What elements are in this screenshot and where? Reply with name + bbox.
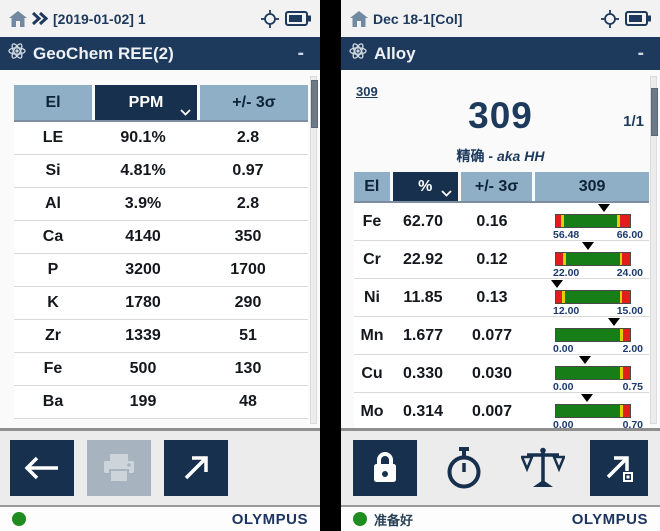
gps-crosshair-icon (260, 9, 280, 29)
left-toolbar (0, 428, 320, 505)
app-mode-icon (8, 42, 26, 65)
gauge-marker-icon (607, 317, 620, 326)
gauge-marker-icon (597, 203, 610, 212)
olympus-logo: OLYMPUS (231, 510, 308, 528)
page-title: GeoChem REE(2) (33, 43, 174, 63)
results-table: El PPM +/- 3σ LE 90.1% 2.8 Si 4.81% 0.97 Al 3… (14, 85, 308, 419)
range-gauge: 0.00 2.00 (528, 317, 643, 355)
scrollbar-track[interactable] (310, 76, 317, 424)
sort-chevron-icon (180, 109, 191, 116)
screen-divider (320, 0, 341, 531)
back-button[interactable] (10, 440, 74, 496)
sort-chevron-icon (441, 190, 452, 197)
stopwatch-icon (447, 447, 481, 489)
timer-button[interactable] (432, 440, 496, 496)
status-ready-dot (12, 512, 26, 526)
left-statusbar: OLYMPUS (0, 505, 320, 531)
range-gauge: 0.00 0.75 (528, 355, 643, 393)
gps-crosshair-icon (600, 9, 620, 29)
table-row: Ca 4140 350 (14, 221, 308, 254)
lock-icon (374, 452, 396, 482)
table-row: Ni 11.85 0.13 12.00 15.00 (354, 279, 649, 317)
range-gauge: 12.00 15.00 (528, 279, 643, 317)
col-header-sigma[interactable]: +/- 3σ (460, 172, 533, 201)
table-row: P 3200 1700 (14, 254, 308, 287)
weigh-button[interactable] (511, 440, 575, 496)
table-row: Zr 1339 51 (14, 320, 308, 353)
lock-button[interactable] (353, 440, 417, 496)
range-gauge: 56.48 66.00 (528, 203, 643, 241)
scrollbar-track[interactable] (650, 76, 657, 424)
home-icon[interactable] (350, 10, 368, 27)
alloy-table-header: El % +/- 3σ 309 (354, 172, 649, 203)
page-title: Alloy (374, 43, 416, 63)
gauge-marker-icon (580, 393, 593, 402)
table-row: Al 3.9% 2.8 (14, 188, 308, 221)
export-arrow-icon (184, 456, 208, 480)
table-row: Si 4.81% 0.97 (14, 155, 308, 188)
col-header-percent[interactable]: % (392, 172, 458, 201)
balance-scale-icon (521, 447, 565, 487)
table-row: Mo 0.314 0.007 0.00 0.70 (354, 393, 649, 428)
col-header-sigma[interactable]: +/- 3σ (200, 85, 308, 120)
match-page-indicator: 1/1 (623, 113, 644, 130)
right-content: 309 309 1/1 精确 - aka HH El % +/- 3σ 309 … (341, 70, 660, 428)
right-topbar: Dec 18-1[Col] (341, 0, 660, 37)
print-button (87, 440, 151, 496)
table-row: Fe 62.70 0.16 56.48 66.00 (354, 203, 649, 241)
olympus-logo: OLYMPUS (571, 510, 648, 528)
minimize-button[interactable]: - (637, 43, 644, 64)
table-row: Cr 22.92 0.12 22.00 24.00 (354, 241, 649, 279)
col-header-grade-range[interactable]: 309 (535, 172, 649, 201)
minimize-button[interactable]: - (297, 43, 304, 64)
right-statusbar: 准备好 OLYMPUS (341, 505, 660, 531)
results-table-header: El PPM +/- 3σ (14, 85, 308, 122)
table-row: Mn 1.677 0.077 0.00 2.00 (354, 317, 649, 355)
table-row: Ba 199 48 (14, 386, 308, 419)
alloy-table: El % +/- 3σ 309 Fe 62.70 0.16 56.48 66.00 C… (354, 172, 649, 428)
right-toolbar (341, 428, 660, 505)
table-row: LE 90.1% 2.8 (14, 122, 308, 155)
export-button[interactable] (590, 440, 648, 496)
col-header-ppm[interactable]: PPM (95, 85, 197, 120)
printer-icon (104, 454, 134, 483)
screen-alloy: Dec 18-1[Col] Alloy - 309 309 1/1 精确 - a… (341, 0, 660, 531)
right-titlebar: Alloy - (341, 37, 660, 70)
export-doc-arrow-icon (606, 456, 633, 482)
screen-geochem: [2019-01-02] 1 GeoChem REE(2) - El PPM +… (0, 0, 320, 531)
grade-link[interactable]: 309 (356, 84, 378, 99)
right-test-label: Dec 18-1[Col] (373, 10, 463, 27)
scrollbar-thumb[interactable] (651, 88, 658, 136)
battery-icon (285, 11, 311, 26)
range-gauge: 0.00 0.70 (528, 393, 643, 428)
table-row: Cu 0.330 0.030 0.00 0.75 (354, 355, 649, 393)
grade-match: 309 (468, 95, 533, 136)
left-titlebar: GeoChem REE(2) - (0, 37, 320, 70)
grade-subtitle: 精确 - aka HH (456, 148, 545, 164)
battery-icon (625, 11, 651, 26)
status-ready-dot (353, 512, 367, 526)
gauge-marker-icon (579, 355, 592, 364)
col-header-element[interactable]: El (14, 85, 92, 120)
left-topbar: [2019-01-02] 1 (0, 0, 320, 37)
range-gauge: 22.00 24.00 (528, 241, 643, 279)
col-header-element[interactable]: El (354, 172, 390, 201)
export-button[interactable] (164, 440, 228, 496)
status-ready-text: 准备好 (374, 512, 414, 528)
gauge-marker-icon (551, 279, 564, 288)
scrollbar-thumb[interactable] (311, 80, 318, 128)
back-arrow-icon (24, 456, 58, 480)
gauge-marker-icon (582, 241, 595, 250)
table-row: Fe 500 130 (14, 353, 308, 386)
table-row: K 1780 290 (14, 287, 308, 320)
history-chevrons-icon[interactable] (32, 12, 48, 25)
home-icon[interactable] (9, 10, 27, 27)
left-content: El PPM +/- 3σ LE 90.1% 2.8 Si 4.81% 0.97 Al 3… (0, 70, 320, 428)
left-test-label: [2019-01-02] 1 (53, 10, 146, 27)
app-mode-icon (349, 42, 367, 65)
